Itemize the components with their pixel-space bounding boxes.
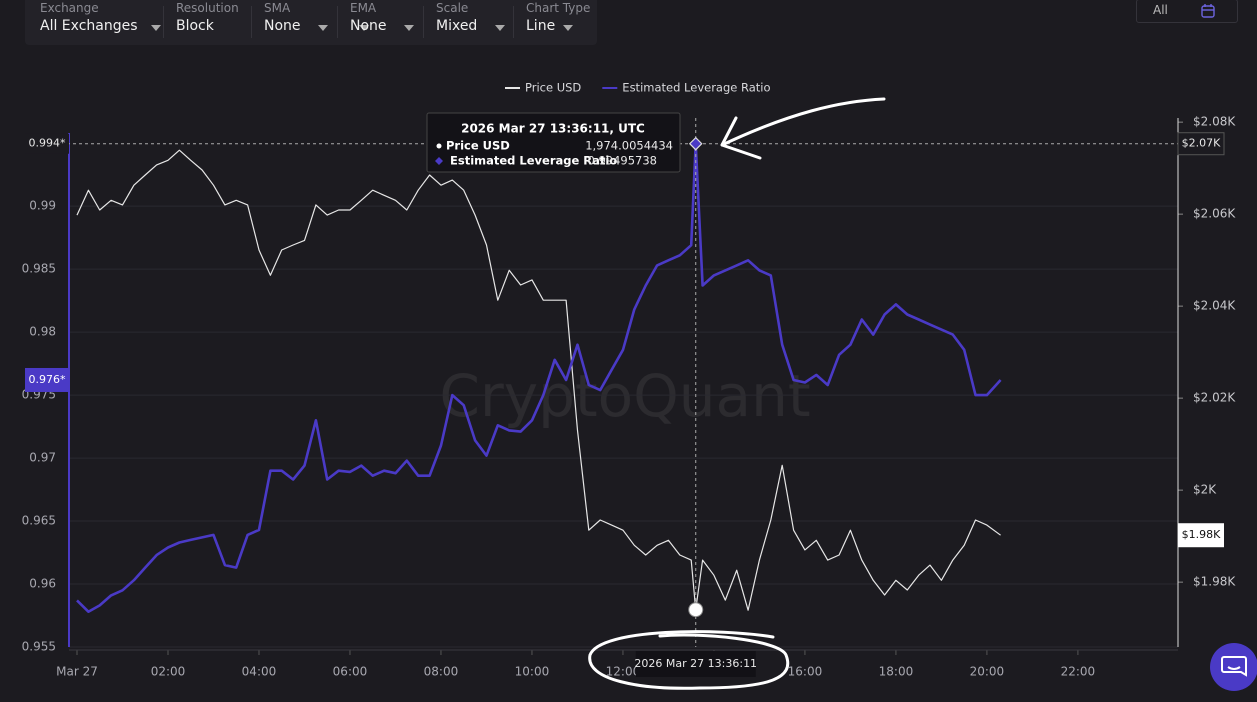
dropdown-label[interactable]: SMA <box>264 1 291 15</box>
tooltip-box <box>426 112 681 173</box>
y-tick-label: 0.965 <box>22 514 56 528</box>
crosshair-x-label: 2026 Mar 27 13:36:11 <box>634 657 757 670</box>
series-line <box>76 142 1002 613</box>
y-tick-label: 0.975 <box>22 388 56 402</box>
y-tick-label: 0.98 <box>29 325 56 339</box>
dropdown-caret[interactable] <box>318 25 328 31</box>
dropdown-caret[interactable] <box>563 25 573 31</box>
hover-marker <box>688 602 704 618</box>
tooltip-name: Price USD <box>446 139 510 153</box>
dropdown[interactable]: EMA None <box>350 0 470 45</box>
dropdown-value[interactable]: All Exchanges <box>40 18 138 34</box>
chat-button[interactable] <box>1210 643 1257 691</box>
y-tick-label: 0.99 <box>29 199 56 213</box>
series-line <box>76 149 1001 611</box>
x-tick-label: Mar 27 <box>56 665 98 679</box>
crosshair-left-box <box>25 133 69 154</box>
range-button[interactable]: All <box>1136 0 1238 23</box>
x-tick-label: 16:00 <box>788 665 823 679</box>
x-tick-label: 22:00 <box>1061 665 1096 679</box>
x-tick-label: 08:00 <box>424 665 459 679</box>
y-tick-label: 0.955 <box>22 640 56 654</box>
annotation-circle <box>588 630 790 690</box>
tooltip-dot <box>436 143 442 149</box>
dropdown-label[interactable]: Chart Type <box>526 1 591 15</box>
tooltip-diamond <box>435 157 443 165</box>
x-tick-label: 10:00 <box>515 665 550 679</box>
dropdown-label[interactable]: Exchange <box>40 1 99 15</box>
x-tick-label: 06:00 <box>333 665 368 679</box>
dropdown-value[interactable]: None <box>264 18 301 34</box>
tooltip-name: Estimated Leverage Ratio <box>450 154 617 168</box>
dropdown-value[interactable]: Mixed <box>436 18 478 34</box>
dropdown-label[interactable]: EMA <box>350 1 377 15</box>
dropdown-caret[interactable] <box>404 25 414 31</box>
y-tick-label: 0.96 <box>29 577 56 591</box>
tooltip-value: 0.99495738 <box>587 154 657 168</box>
y2-tick-label: $2.02K <box>1193 391 1236 405</box>
crosshair-right-label: $2.07K <box>1182 137 1221 150</box>
dropdown-caret[interactable] <box>495 25 505 31</box>
x-tick-label: 04:00 <box>242 665 277 679</box>
dropdown-caret[interactable] <box>359 25 369 31</box>
y-tick-label: 0.97 <box>29 451 56 465</box>
x-tick-label: 20:00 <box>970 665 1005 679</box>
current-value-label: 0.976* <box>29 373 66 386</box>
dropdown-value[interactable]: Block <box>176 18 214 34</box>
x-tick-label: 14:00 <box>697 665 732 679</box>
dropdown-value[interactable]: Line <box>526 18 556 34</box>
dropdown[interactable]: Scale Mixed <box>436 0 556 45</box>
legend-label: Estimated Leverage Ratio <box>622 81 770 95</box>
annotation-arrow <box>720 97 886 160</box>
y2-tick-label: $2.08K <box>1193 115 1236 129</box>
separator <box>513 6 514 38</box>
y2-tick-label: $1.98K <box>1193 575 1236 589</box>
x-tick-label: 12:00 <box>606 665 641 679</box>
dropdown[interactable]: SMA None <box>264 0 384 45</box>
dropdown-label[interactable]: Scale <box>436 1 469 15</box>
dropdown-value[interactable]: None <box>350 18 387 34</box>
current-value-box <box>25 367 69 392</box>
separator <box>337 6 338 38</box>
toolbar: Exchange All Exchanges Resolution Block SMA N… <box>25 0 597 45</box>
dropdown-caret[interactable] <box>151 25 161 31</box>
current-value-box <box>1178 523 1224 548</box>
dropdown-label[interactable]: Resolution <box>176 1 239 15</box>
hover-marker <box>688 136 703 151</box>
chat-icon <box>1221 656 1247 677</box>
separator <box>251 6 252 38</box>
watermark: CryptoQuant <box>439 362 810 430</box>
crosshair-right-box <box>1177 132 1225 156</box>
y-tick-label: 0.985 <box>22 262 56 276</box>
current-value-label: $1.98K <box>1182 528 1221 541</box>
tooltip-title: 2026 Mar 27 13:36:11, UTC <box>461 122 645 136</box>
calendar-icon[interactable] <box>1200 3 1216 19</box>
y2-tick-label: $2.04K <box>1193 299 1236 313</box>
dropdown[interactable]: Resolution Block <box>176 0 369 45</box>
dropdown[interactable]: Chart Type Line <box>526 0 646 45</box>
x-tick-label: 02:00 <box>151 665 186 679</box>
range-button-label[interactable]: All <box>1153 3 1168 17</box>
legend-label: Price USD <box>525 81 581 95</box>
dropdown[interactable]: Exchange All Exchanges <box>40 0 161 45</box>
y2-tick-label: $2K <box>1193 483 1217 497</box>
crosshair-left-label: 0.994* <box>29 137 66 150</box>
crosshair-x-box <box>635 651 756 677</box>
x-tick-label: 18:00 <box>879 665 914 679</box>
separator <box>423 6 424 38</box>
y2-tick-label: $2.06K <box>1193 207 1236 221</box>
tooltip-value: 1,974.0054434 <box>585 139 673 153</box>
separator <box>163 6 164 38</box>
